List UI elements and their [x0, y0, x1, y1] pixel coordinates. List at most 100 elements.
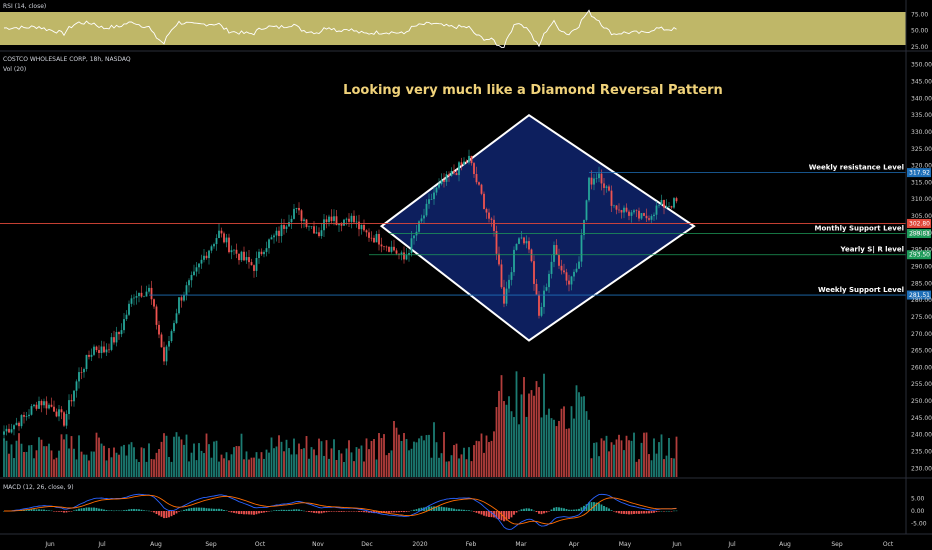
macd-histogram-bar [93, 507, 95, 511]
volume-bar [160, 441, 163, 477]
macd-histogram-bar [570, 509, 573, 511]
macd-histogram-bar [508, 511, 510, 520]
volume-bar [3, 438, 5, 477]
candle-body [308, 226, 310, 228]
volume-bar [518, 424, 520, 477]
volume-bar [290, 454, 293, 477]
macd-histogram-bar [240, 511, 243, 514]
candle-body [295, 207, 298, 209]
time-tick-label: Feb [466, 541, 477, 548]
candle-body [45, 401, 48, 409]
macd-histogram-bar [600, 504, 603, 511]
candle-body [283, 225, 285, 229]
macd-histogram-bar [293, 509, 295, 511]
candle-body [255, 258, 258, 271]
price-tick-label: 275.00 [911, 314, 932, 321]
volume-bar [188, 461, 190, 477]
candle-body [525, 241, 528, 244]
volume-bar [223, 458, 225, 477]
volume-bar [410, 448, 413, 477]
volume-bar [138, 461, 140, 477]
volume-bar [465, 459, 468, 477]
time-tick-label: Mar [515, 541, 527, 548]
level-annotation: Monthly Support Level [815, 225, 905, 233]
macd-histogram-bar [673, 510, 675, 512]
macd-histogram-bar [78, 508, 80, 511]
candle-body [98, 350, 100, 353]
macd-histogram-bar [450, 508, 453, 511]
volume-bar [638, 459, 640, 477]
macd-histogram-bar [223, 509, 225, 511]
candle-body [125, 314, 128, 320]
volume-bar [250, 457, 253, 477]
price-tick-label: 250.00 [911, 398, 932, 405]
macd-histogram-bar [118, 510, 120, 512]
volume-bar [428, 434, 430, 477]
volume-bar [523, 377, 525, 477]
candle-body [50, 404, 53, 407]
price-tick-label: 230.00 [911, 465, 932, 472]
candle-body [545, 287, 548, 291]
candle-body [310, 226, 313, 227]
volume-bar [460, 454, 463, 477]
macd-histogram-bar [438, 506, 440, 511]
macd-histogram-bar [478, 511, 480, 514]
candle-body [555, 245, 558, 255]
volume-bar [263, 458, 265, 477]
volume-bar [370, 440, 373, 477]
candle-body [58, 409, 60, 417]
macd-line [3, 493, 677, 530]
candle-body [173, 323, 175, 332]
macd-histogram-bar [590, 502, 593, 511]
macd-histogram-bar [100, 508, 103, 511]
candle-body [665, 206, 668, 208]
macd-histogram-bar [470, 510, 473, 512]
volume-bar [243, 459, 245, 477]
candle-body [640, 213, 643, 219]
candle-body [105, 349, 108, 353]
macd-histogram-bar [610, 510, 613, 511]
volume-bar [665, 455, 668, 477]
volume-bar [528, 393, 530, 477]
volume-bar [595, 442, 598, 477]
candle-body [660, 200, 663, 205]
time-axis[interactable]: Jun Jul Aug Sep Oct Nov Dec 2020 Feb Mar Apr May Jun… [44, 541, 894, 548]
macd-histogram-bar [145, 510, 148, 512]
macd-histogram-bar [645, 511, 648, 514]
macd-histogram-bar [143, 510, 145, 511]
candle-body [188, 280, 190, 286]
macd-histogram-bar [540, 511, 543, 515]
candle-body [5, 428, 8, 432]
candle-body [598, 173, 600, 179]
candle-body [578, 261, 580, 269]
volume-bar [123, 444, 125, 477]
volume-bar [333, 439, 335, 477]
macd-histogram-bar [158, 511, 160, 516]
macd-histogram-bar [63, 511, 65, 513]
macd-histogram-bar [315, 511, 318, 514]
volume-bar [445, 461, 448, 477]
rsi-label: RSI (14, close) [3, 3, 46, 10]
macd-histogram-bar [338, 511, 340, 512]
candle-body [38, 401, 40, 409]
price-tick-label: 335.00 [911, 112, 932, 119]
volume-bar [195, 460, 198, 477]
time-tick-label: Sep [831, 541, 843, 548]
macd-histogram-bar [490, 511, 493, 518]
macd-histogram-bar [608, 508, 610, 511]
macd-histogram-bar [3, 511, 5, 512]
candle-body [510, 272, 513, 280]
macd-histogram-bar [675, 510, 678, 512]
macd-histogram-bar [355, 511, 358, 512]
volume-bar [280, 441, 283, 477]
candle-body [238, 253, 240, 261]
candle-body [93, 346, 95, 355]
candle-body [23, 415, 25, 417]
candle-body [453, 170, 455, 174]
candle-body [380, 244, 383, 247]
macd-histogram-bar [213, 508, 215, 511]
macd-histogram-bar [498, 511, 500, 520]
macd-histogram-bar [205, 508, 208, 511]
rsi-pane: RSI (14, close) 75.00 50.00 25.00 [0, 3, 932, 52]
